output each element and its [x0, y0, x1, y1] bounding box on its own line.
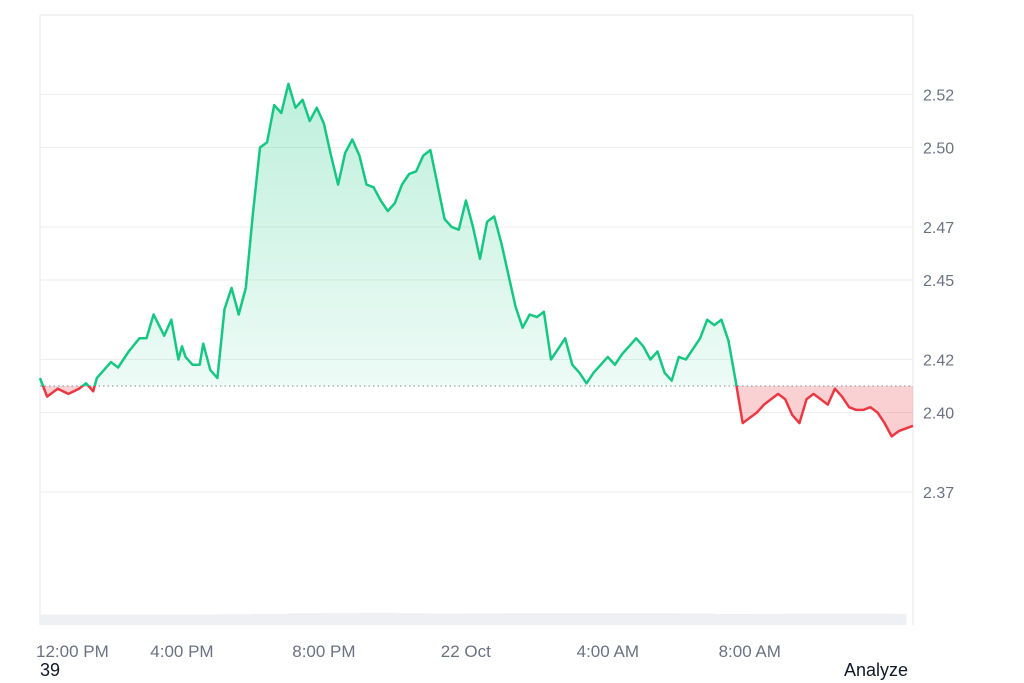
price-area — [40, 83, 913, 437]
area-up — [40, 83, 913, 386]
volume-bar — [678, 613, 715, 625]
volume-bar — [643, 613, 680, 625]
y-tick-label: 2.47 — [923, 220, 954, 237]
x-tick-label: 8:00 PM — [292, 642, 355, 661]
y-tick-label: 2.42 — [923, 353, 954, 370]
volume-bar — [394, 613, 431, 625]
y-tick-label: 2.50 — [923, 141, 954, 158]
price-line-up — [38, 82, 738, 386]
volume-bar — [217, 614, 254, 625]
volume-bar — [749, 613, 786, 625]
volume-bar — [359, 612, 396, 625]
volume-bar — [465, 613, 502, 625]
volume-bar — [430, 613, 467, 625]
volume-bar — [501, 613, 538, 625]
volume-bar — [536, 613, 573, 625]
chart-frame — [39, 14, 914, 625]
y-tick-label: 2.37 — [923, 485, 954, 502]
volume-bar — [820, 613, 857, 625]
footer-count: 39 — [40, 660, 61, 680]
volume-bar — [785, 613, 822, 625]
x-tick-label: 12:00 PM — [36, 642, 109, 661]
x-tick-label: 4:00 PM — [150, 642, 213, 661]
analyze-button[interactable]: Analyze — [843, 660, 908, 680]
volume-bar — [323, 613, 360, 625]
volume-bar — [181, 614, 218, 625]
price-line — [38, 82, 914, 438]
x-axis-ticks: 12:00 PM 4:00 PM 8:00 PM 22 Oct 4:00 AM 8:00 … — [36, 642, 781, 661]
volume-bar — [110, 614, 183, 625]
volume-bars — [40, 612, 907, 625]
volume-bar — [572, 613, 609, 625]
volume-bar — [40, 614, 112, 625]
volume-bar — [252, 613, 289, 625]
volume-bar — [891, 613, 907, 625]
area-down — [40, 386, 913, 437]
volume-bar — [714, 613, 751, 625]
volume-bar — [856, 613, 893, 625]
volume-bar — [607, 613, 644, 625]
x-tick-label: 4:00 AM — [577, 642, 639, 661]
y-tick-label: 2.45 — [923, 273, 954, 290]
price-line-down — [41, 386, 914, 438]
x-tick-label: 8:00 AM — [719, 642, 781, 661]
y-tick-label: 2.40 — [923, 406, 954, 423]
x-tick-label: 22 Oct — [441, 642, 491, 661]
y-axis-ticks: 2.37 2.40 2.42 2.45 2.47 2.50 2.52 — [923, 88, 954, 503]
volume-bar — [288, 613, 325, 625]
y-tick-label: 2.52 — [923, 88, 954, 105]
